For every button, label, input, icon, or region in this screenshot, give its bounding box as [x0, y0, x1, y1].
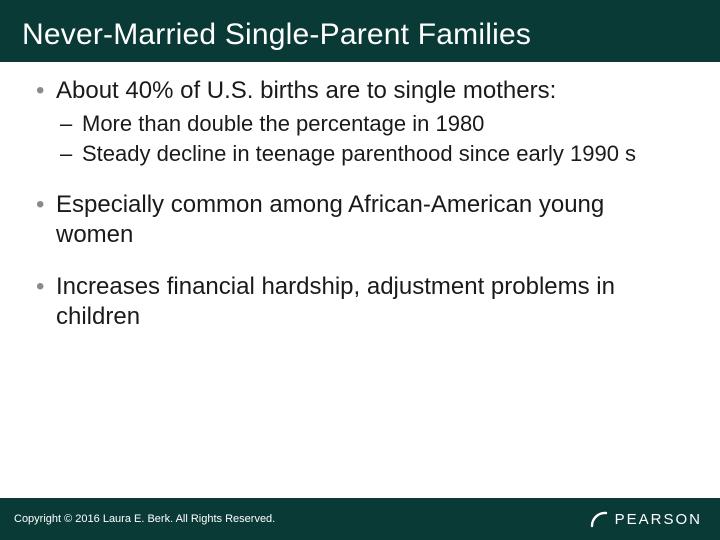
sub-bullet-text: Steady decline in teenage parenthood sin…: [82, 141, 636, 166]
title-bar: Never-Married Single-Parent Families: [0, 0, 720, 62]
bullet-list: About 40% of U.S. births are to single m…: [34, 76, 686, 332]
sub-bullet-item: Steady decline in teenage parenthood sin…: [56, 140, 686, 168]
brand: PEARSON: [589, 509, 702, 529]
bullet-text: Especially common among African-American…: [56, 191, 604, 248]
bullet-text: Increases financial hardship, adjustment…: [56, 273, 615, 330]
bullet-item: About 40% of U.S. births are to single m…: [34, 76, 686, 168]
bullet-item: Especially common among African-American…: [34, 190, 686, 250]
brand-text: PEARSON: [615, 511, 702, 528]
slide: Never-Married Single-Parent Families Abo…: [0, 0, 720, 540]
brand-arc-icon: [589, 509, 609, 529]
sub-bullet-text: More than double the percentage in 1980: [82, 111, 484, 136]
slide-body: About 40% of U.S. births are to single m…: [0, 76, 720, 498]
sub-bullet-item: More than double the percentage in 1980: [56, 110, 686, 138]
footer-bar: Copyright © 2016 Laura E. Berk. All Righ…: [0, 498, 720, 540]
bullet-text: About 40% of U.S. births are to single m…: [56, 77, 556, 104]
copyright-text: Copyright © 2016 Laura E. Berk. All Righ…: [14, 513, 275, 525]
sub-bullet-list: More than double the percentage in 1980 …: [56, 110, 686, 168]
bullet-item: Increases financial hardship, adjustment…: [34, 272, 686, 332]
slide-title: Never-Married Single-Parent Families: [22, 18, 720, 52]
